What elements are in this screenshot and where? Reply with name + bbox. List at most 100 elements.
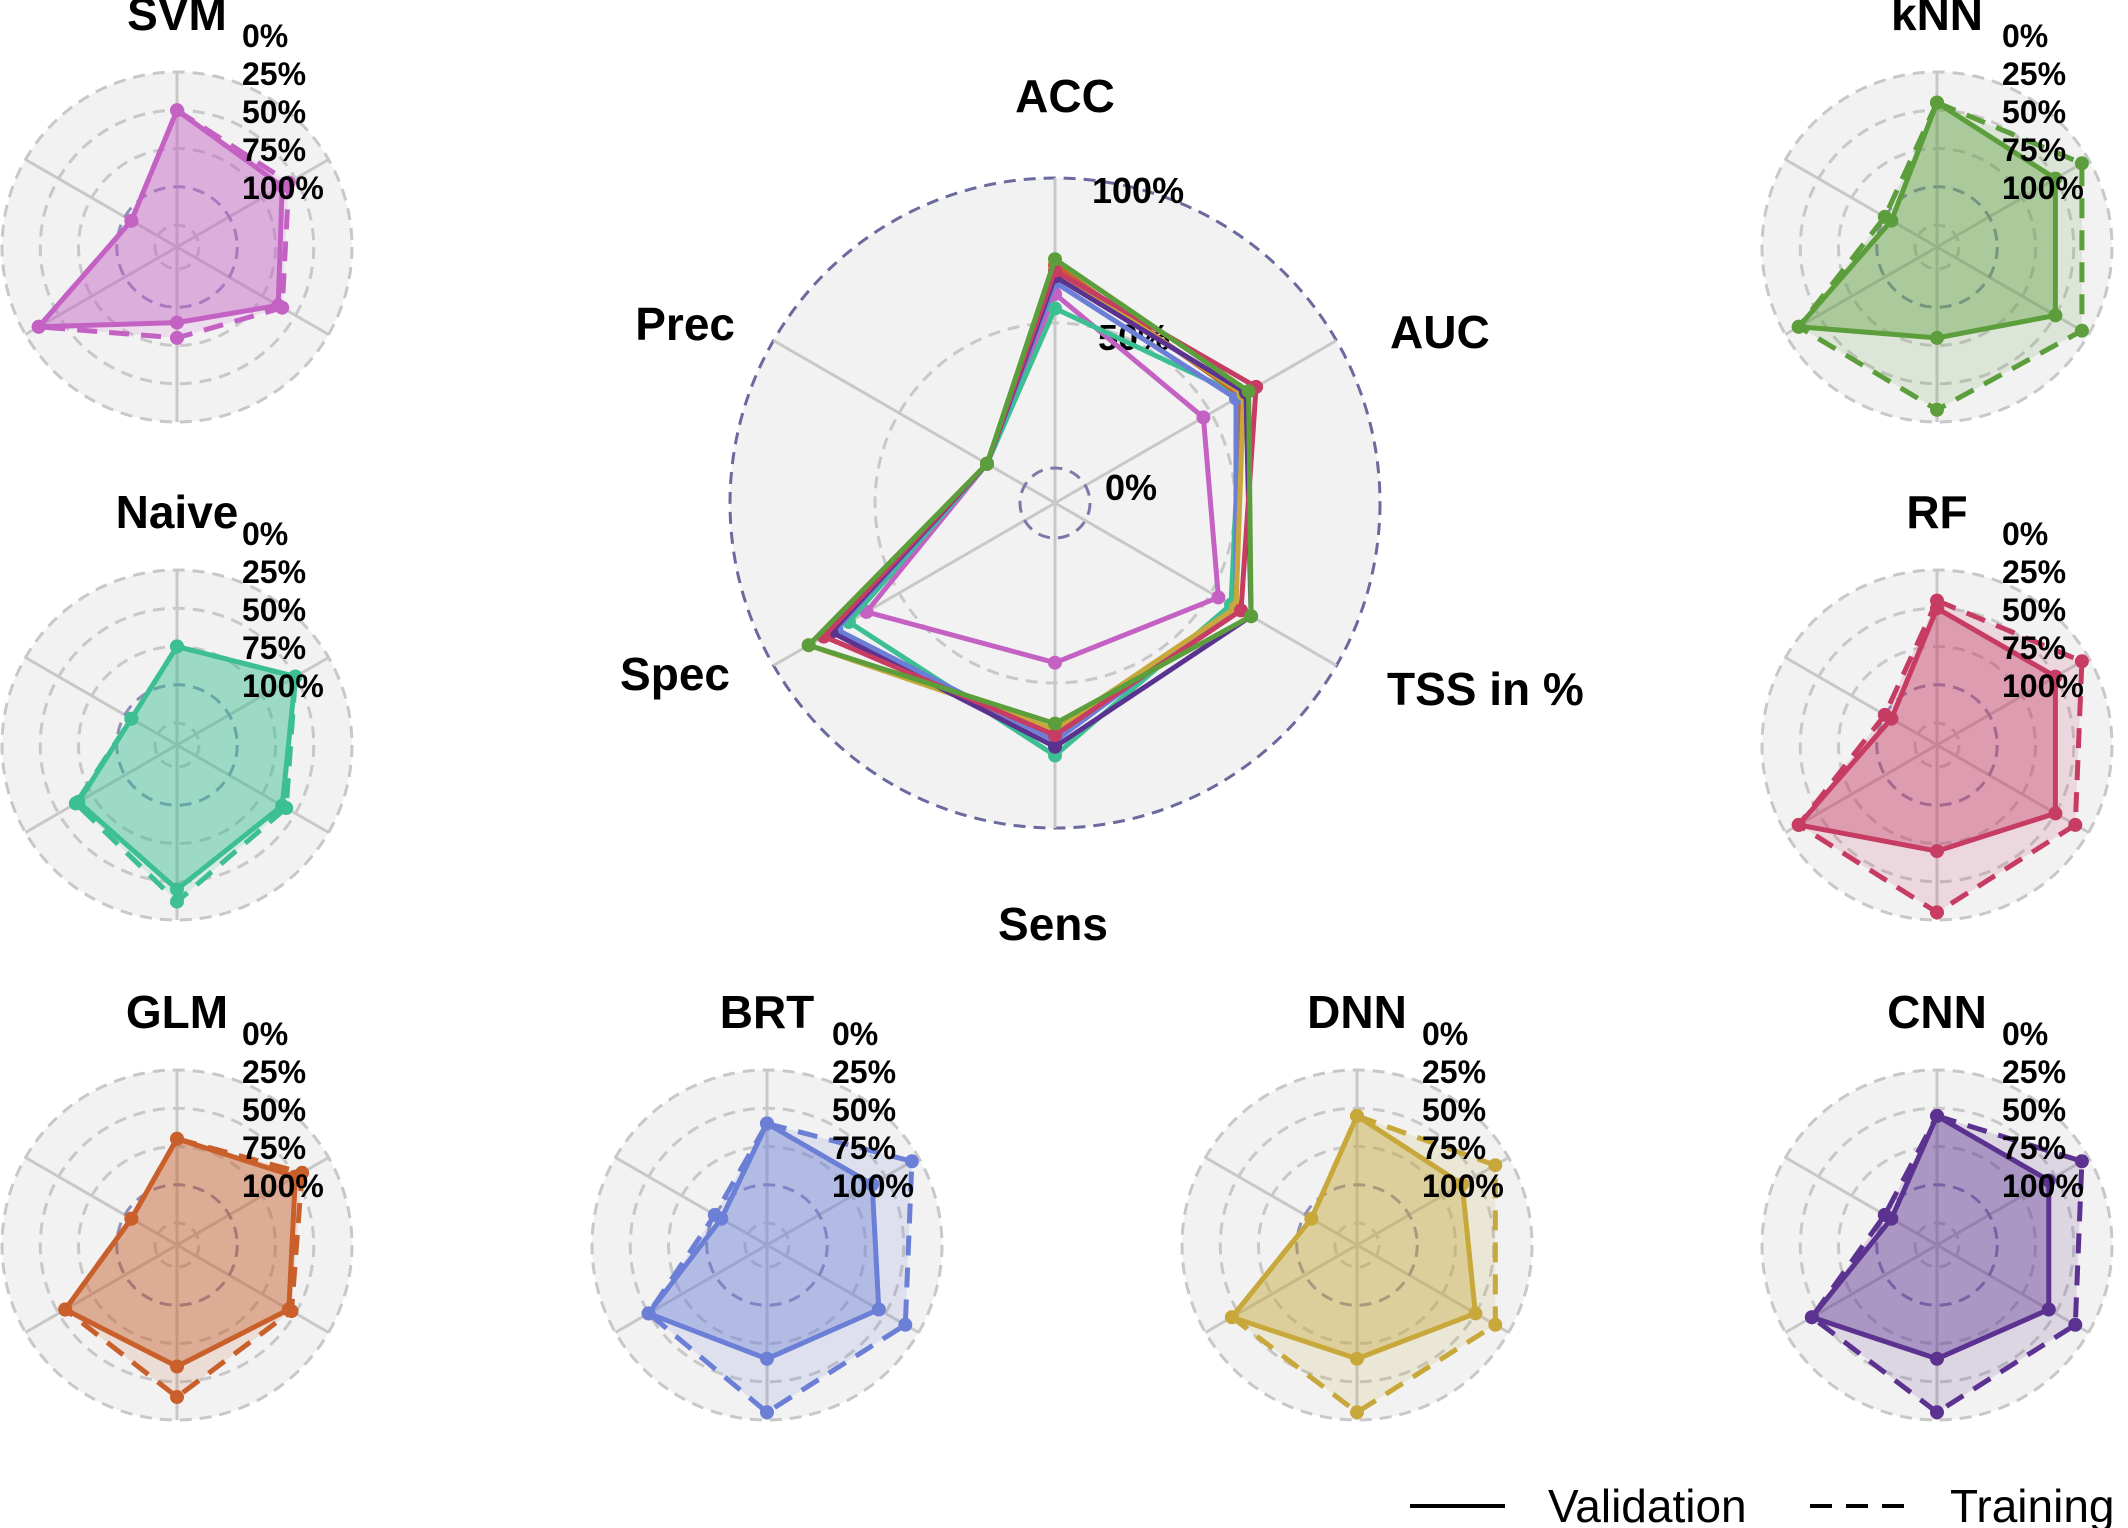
panel-dnn-spoke [1204,1156,1358,1247]
panel-glm-validation-point [170,1131,184,1146]
panel-svm-validation-point [170,315,184,330]
panel-knn-validation-point [2048,308,2063,323]
panel-rf-training-point [2068,817,2083,832]
panel-brt-validation-point [641,1306,656,1321]
main-series-point [980,456,994,471]
small-radar-panels: SVM 0%25%50%75%100%kNN 0%25%50%75%100%Naiv… [0,0,2114,1422]
main-series-point [1244,609,1259,624]
panel-dnn-grid-ring [1257,1145,1457,1345]
panel-svm-spoke [24,158,178,249]
panel-naive-validation-point [288,669,303,684]
panel-dnn-radial-tick-label: 50% [1422,1092,1486,1128]
panel-glm-validation-point [288,1169,303,1184]
main-radial-tick-label: 100% [1092,170,1184,211]
panel-dnn-title: DNN [1307,986,1407,1038]
panel-knn: kNN 0%25%50%75%100% [1760,0,2114,424]
panel-rf-training-point [2074,654,2089,669]
panel-svm-radial-tick-label: 25% [242,56,306,92]
panel-svm-validation-point [170,103,184,118]
main-series-point [1211,590,1226,605]
panel-naive-spoke [176,656,330,747]
main-series-point [801,638,816,653]
panel-brt-grid-ring [743,1221,791,1269]
panel-naive-validation-point [275,798,290,813]
panel-svm-grid-ring [77,147,277,347]
panel-svm-training-area [38,110,289,338]
panel-glm-validation-point [170,1359,184,1374]
panel-svm-title: SVM [127,0,227,40]
panel-rf-radial-tick-label: 50% [2002,592,2066,628]
panel-svm: SVM 0%25%50%75%100% [0,0,354,424]
panel-knn-training-point [2074,323,2089,338]
panel-glm-title: GLM [126,986,228,1038]
panel-cnn-spoke [1936,1156,2090,1247]
panel-glm-grid-ring [153,1221,201,1269]
axis-label-sens: Sens [998,898,1108,950]
panel-rf-validation-area [1798,608,2056,852]
panel-naive-grid-ring [38,606,316,884]
panel-glm-spoke [24,1243,178,1334]
panel-brt-training-point [904,1154,919,1169]
panel-glm: GLM 0%25%50%75%100% [0,986,354,1422]
panel-cnn-training-point [1930,1405,1944,1420]
panel-rf-radial-tick-label: 75% [2002,630,2066,666]
main-series-point [1048,739,1062,754]
panel-brt-validation-area [648,1123,879,1359]
panel-brt-validation-point [871,1302,886,1317]
panel-naive-radial-tick-label: 0% [242,516,288,552]
panel-svm-spoke [176,245,330,336]
panel-rf-training-point [1930,905,1944,920]
panel-dnn-spoke [1356,1243,1510,1334]
panel-brt-spoke [614,1243,768,1334]
panel-svm-radial-tick-label: 0% [242,18,288,54]
panel-knn-spoke [1936,158,2090,249]
panel-rf-spoke [1784,656,1938,747]
panel-cnn-radial-tick-label: 50% [2002,1092,2066,1128]
panel-naive-radial-tick-label: 50% [242,592,306,628]
panel-cnn-validation-point [1930,1351,1944,1366]
panel-brt-validation-point [760,1351,774,1366]
panel-rf-grid-ring [1837,645,2037,845]
panel-naive-title: Naive [116,486,239,538]
panel-knn-validation-point [2048,171,2063,186]
panel-naive-validation-point [170,882,184,897]
panel-cnn-radial-tick-label: 0% [2002,1016,2048,1052]
panel-dnn-validation-point [1350,1351,1364,1366]
panel-brt-spoke [766,1243,920,1334]
panel-glm-training-point [170,1390,184,1404]
panel-brt-validation-point [865,1177,880,1192]
panel-rf-title: RF [1906,486,1967,538]
panel-cnn-validation-point [1930,1108,1944,1123]
panel-brt-radial-tick-label: 0% [832,1016,878,1052]
panel-dnn-validation-point [1350,1108,1364,1123]
axis-label-spec: Spec [620,648,730,700]
panel-cnn-validation-area [1811,1115,2049,1359]
panel-knn-spoke [1936,245,2090,336]
panel-glm-grid-ring [115,1183,239,1307]
panel-dnn-validation-point [1224,1310,1239,1325]
panel-rf-validation-point [2048,806,2063,821]
panel-rf-validation-point [1791,817,1806,832]
panel-glm-radial-tick-label: 50% [242,1092,306,1128]
panel-cnn-validation-point [1804,1310,1819,1325]
panel-rf-spoke [1936,656,2090,747]
axis-label-tss-in: TSS in % [1387,663,1584,715]
panel-knn-grid-ring [1913,223,1961,271]
panel-rf-radial-tick-label: 0% [2002,516,2048,552]
panel-knn-validation-point [1791,319,1806,334]
panel-knn-spoke [1784,158,1938,249]
panel-cnn-validation-point [2041,1302,2056,1317]
panel-naive-validation-point [170,639,184,654]
panel-svm-grid-ring [115,185,239,309]
panel-rf-validation-point [1930,601,1944,616]
panel-cnn-spoke [1936,1243,2090,1334]
panel-knn-validation-point [1884,213,1899,228]
panel-glm-grid-ring [77,1145,277,1345]
panel-brt-grid-ring [705,1183,829,1307]
panel-brt-validation-point [760,1116,774,1131]
panel-dnn-validation-point [1455,1177,1470,1192]
panel-glm-radial-tick-label: 75% [242,1130,306,1166]
main-series-point [1241,384,1256,399]
panel-knn-grid-ring [1875,185,1999,309]
